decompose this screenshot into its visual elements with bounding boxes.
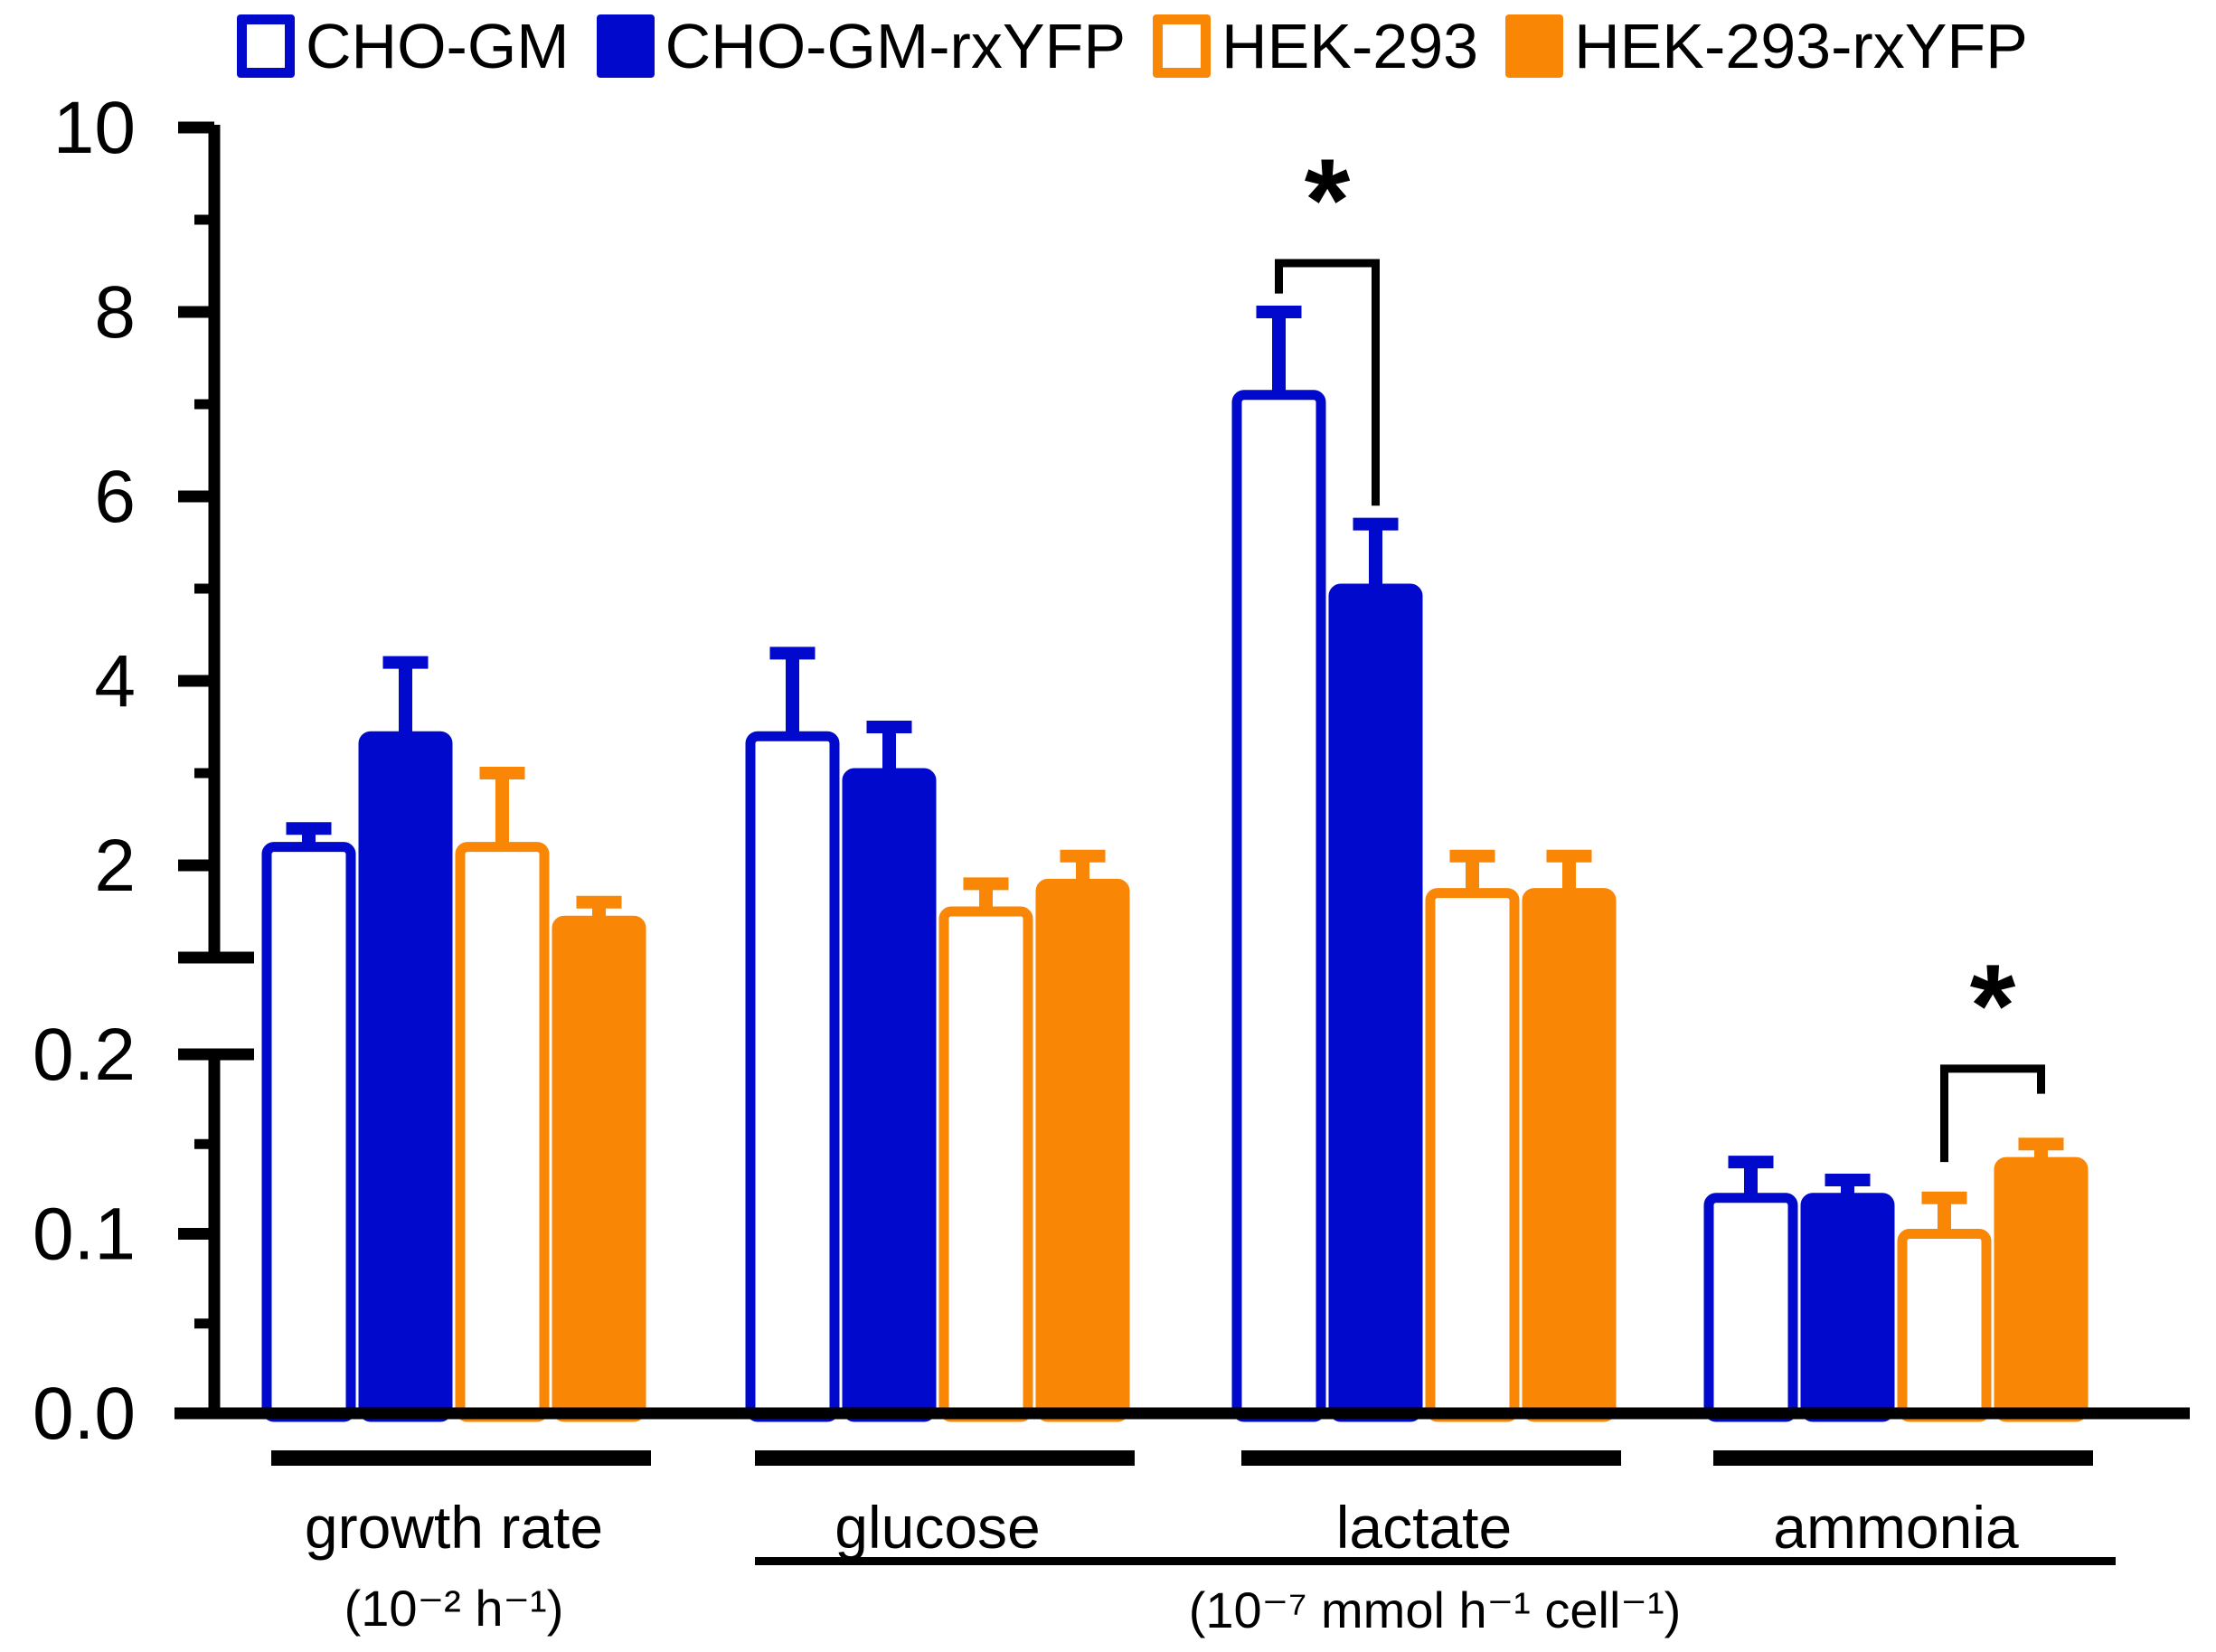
bar-CHO-GM-ammonia — [1703, 1193, 1798, 1422]
legend-item-cho-gm-rxyfp: CHO-GM-rxYFP — [596, 11, 1127, 81]
bar-CHO-GM-glucose — [745, 731, 840, 1422]
legend-label-hek-293-rxyfp: HEK-293-rxYFP — [1574, 11, 2028, 81]
shared-unit-underline — [755, 1557, 2116, 1565]
legend-label-hek-293: HEK-293 — [1221, 11, 1479, 81]
bar-HEK-293-ammonia — [1897, 1229, 1992, 1422]
bar-HEK-293-lactate — [1425, 888, 1520, 1422]
legend-label-cho-gm: CHO-GM — [306, 11, 570, 81]
legend-swatch-cho-gm-rxyfp — [596, 14, 655, 78]
significance-asterisk-ammonia: * — [1970, 939, 2016, 1071]
category-label-glucose: glucose — [835, 1494, 1041, 1561]
legend-swatch-hek-293 — [1153, 14, 1212, 78]
legend-item-cho-gm: CHO-GM — [237, 14, 570, 78]
group-underline-lactate — [1241, 1450, 1621, 1466]
y-tick-label-4: 4 — [94, 640, 136, 722]
legend-item-hek-293: HEK-293 — [1153, 14, 1478, 78]
bar-HEK-293-rxYFP-lactate — [1522, 888, 1617, 1422]
y-tick-label-2: 2 — [94, 825, 136, 907]
group-underline-growth rate — [271, 1450, 651, 1466]
y-tick-label-8: 8 — [94, 271, 136, 354]
bar-HEK-293-growth rate — [455, 842, 550, 1422]
category-unit-label-growth rate: (10⁻² h⁻¹) — [344, 1580, 564, 1637]
bar-HEK-293-rxYFP-ammonia — [1994, 1156, 2089, 1422]
category-label-growth rate: growth rate — [305, 1494, 603, 1561]
significance-bracket-ammonia — [1940, 1064, 2045, 1163]
category-label-lactate: lactate — [1336, 1494, 1512, 1561]
bar-HEK-293-rxYFP-glucose — [1035, 878, 1130, 1422]
bar-CHO-GM-growth rate — [261, 842, 356, 1422]
y-tick-label-0.0: 0.0 — [33, 1373, 136, 1455]
group-underline-glucose — [755, 1450, 1135, 1466]
y-tick-label-6: 6 — [94, 456, 136, 538]
significance-asterisk-lactate: * — [1305, 134, 1351, 266]
legend-swatch-cho-gm — [237, 14, 295, 78]
y-tick-label-0.2: 0.2 — [33, 1014, 136, 1096]
bar-CHO-GM-rxYFP-ammonia — [1800, 1193, 1895, 1422]
legend-swatch-hek-293-rxyfp — [1505, 14, 1564, 78]
chart-legend: CHO-GM CHO-GM-rxYFP HEK-293 HEK-293-rxYF… — [237, 14, 2028, 78]
y-tick-label-0.1: 0.1 — [33, 1194, 136, 1276]
bar-CHO-GM-rxYFP-lactate — [1328, 583, 1423, 1422]
category-label-ammonia: ammonia — [1773, 1494, 2019, 1561]
bar-CHO-GM-rxYFP-growth rate — [358, 731, 453, 1422]
group-underline-ammonia — [1713, 1450, 2093, 1466]
shared-unit-label: (10⁻⁷ mmol h⁻¹ cell⁻¹) — [1189, 1581, 1682, 1638]
bar-HEK-293-glucose — [938, 906, 1033, 1422]
legend-item-hek-293-rxyfp: HEK-293-rxYFP — [1505, 14, 2028, 78]
legend-label-cho-gm-rxyfp: CHO-GM-rxYFP — [665, 11, 1127, 81]
bar-CHO-GM-lactate — [1231, 390, 1326, 1422]
bar-HEK-293-rxYFP-growth rate — [552, 915, 646, 1422]
y-tick-label-10: 10 — [53, 87, 136, 169]
significance-bracket-lactate — [1275, 259, 1380, 506]
bar-CHO-GM-rxYFP-glucose — [842, 768, 937, 1422]
